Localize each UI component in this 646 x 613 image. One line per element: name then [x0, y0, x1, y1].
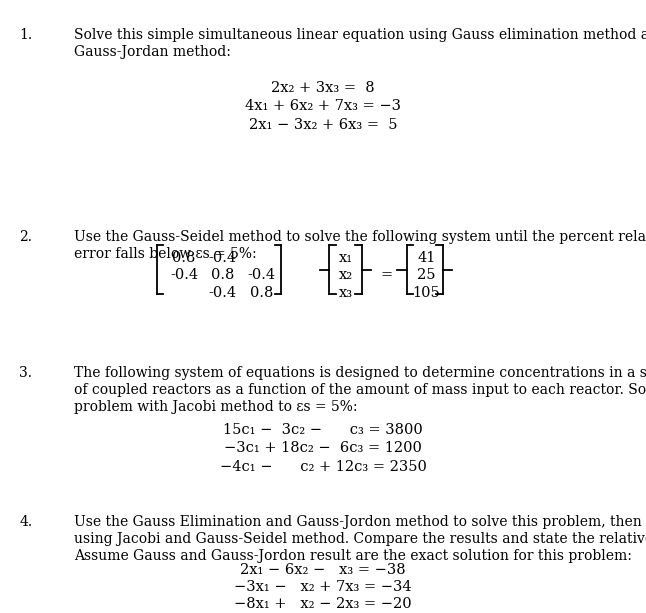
- Text: 4.: 4.: [19, 515, 32, 529]
- Text: error falls below εs = 5%:: error falls below εs = 5%:: [74, 247, 257, 261]
- Text: 0.8: 0.8: [172, 251, 196, 265]
- Text: x₃: x₃: [339, 286, 353, 300]
- Text: 2x₁ − 3x₂ + 6x₃ =  5: 2x₁ − 3x₂ + 6x₃ = 5: [249, 118, 397, 132]
- Text: 2x₁ − 6x₂ −   x₃ = −38: 2x₁ − 6x₂ − x₃ = −38: [240, 563, 406, 577]
- Text: −3x₁ −   x₂ + 7x₃ = −34: −3x₁ − x₂ + 7x₃ = −34: [234, 580, 412, 594]
- Text: x₂: x₂: [339, 268, 353, 283]
- Text: 25: 25: [417, 268, 435, 283]
- Text: 0.8: 0.8: [211, 268, 234, 283]
- Text: =: =: [380, 268, 392, 282]
- Text: Assume Gauss and Gauss-Jordon result are the exact solution for this problem:: Assume Gauss and Gauss-Jordon result are…: [74, 549, 632, 563]
- Text: 2.: 2.: [19, 230, 32, 244]
- Text: problem with Jacobi method to εs = 5%:: problem with Jacobi method to εs = 5%:: [74, 400, 358, 414]
- Text: −4c₁ −      c₂ + 12c₃ = 2350: −4c₁ − c₂ + 12c₃ = 2350: [220, 460, 426, 474]
- Text: Gauss-Jordan method:: Gauss-Jordan method:: [74, 45, 231, 59]
- Text: 1.: 1.: [19, 28, 32, 42]
- Text: of coupled reactors as a function of the amount of mass input to each reactor. S: of coupled reactors as a function of the…: [74, 383, 646, 397]
- Text: -0.4: -0.4: [209, 251, 237, 265]
- Text: -0.4: -0.4: [209, 286, 237, 300]
- Text: -0.4: -0.4: [247, 268, 276, 283]
- Text: Use the Gauss Elimination and Gauss-Jordon method to solve this problem, then so: Use the Gauss Elimination and Gauss-Jord…: [74, 515, 646, 529]
- Text: −3c₁ + 18c₂ −  6c₃ = 1200: −3c₁ + 18c₂ − 6c₃ = 1200: [224, 441, 422, 455]
- Text: The following system of equations is designed to determine concentrations in a s: The following system of equations is des…: [74, 366, 646, 380]
- Text: -0.4: -0.4: [170, 268, 198, 283]
- Text: Solve this simple simultaneous linear equation using Gauss elimination method an: Solve this simple simultaneous linear eq…: [74, 28, 646, 42]
- Text: −8x₁ +   x₂ − 2x₃ = −20: −8x₁ + x₂ − 2x₃ = −20: [234, 597, 412, 611]
- Text: x₁: x₁: [339, 251, 353, 265]
- Text: 105: 105: [413, 286, 440, 300]
- Text: 3.: 3.: [19, 366, 32, 380]
- Text: 15c₁ −  3c₂ −      c₃ = 3800: 15c₁ − 3c₂ − c₃ = 3800: [223, 423, 423, 437]
- Text: 2x₂ + 3x₃ =  8: 2x₂ + 3x₃ = 8: [271, 81, 375, 95]
- Text: Use the Gauss-Seidel method to solve the following system until the percent rela: Use the Gauss-Seidel method to solve the…: [74, 230, 646, 244]
- Text: 41: 41: [417, 251, 435, 265]
- Text: 0.8: 0.8: [250, 286, 273, 300]
- Text: 4x₁ + 6x₂ + 7x₃ = −3: 4x₁ + 6x₂ + 7x₃ = −3: [245, 99, 401, 113]
- Text: using Jacobi and Gauss-Seidel method. Compare the results and state the relative: using Jacobi and Gauss-Seidel method. Co…: [74, 532, 646, 546]
